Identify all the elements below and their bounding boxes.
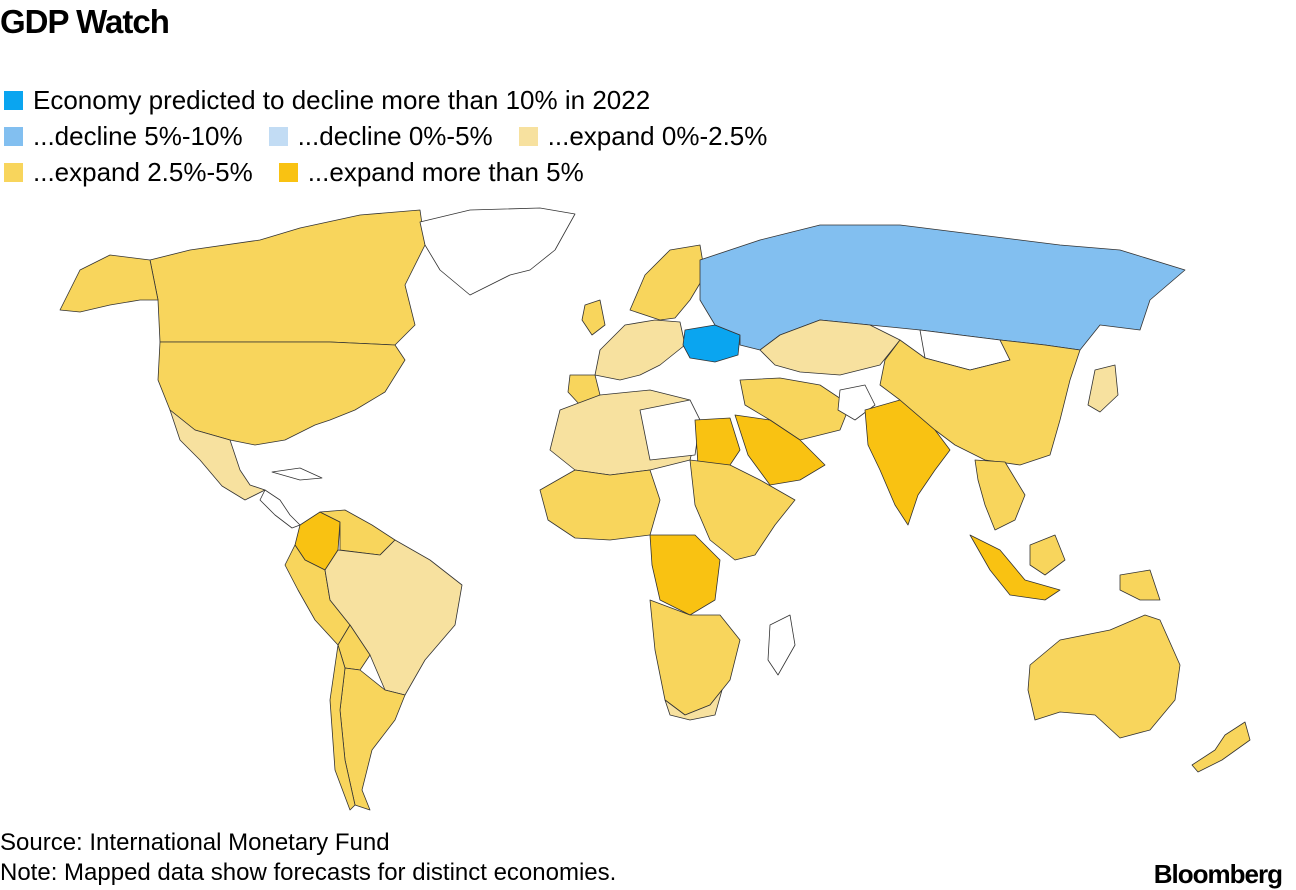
east-africa xyxy=(689,459,796,561)
alaska xyxy=(59,254,159,313)
indonesia xyxy=(969,534,1061,601)
chart-title: GDP Watch xyxy=(0,3,170,40)
legend: Economy predicted to decline more than 1… xyxy=(4,82,1004,190)
legend-swatch xyxy=(268,126,288,146)
new-zealand xyxy=(1191,721,1251,773)
cuba xyxy=(271,467,323,481)
legend-row-2: ...decline 5%-10% ...decline 0%-5% ...ex… xyxy=(4,118,1004,154)
southern-africa xyxy=(649,599,741,716)
legend-item-expand-2-5-5: ...expand 2.5%-5% xyxy=(4,157,253,187)
japan xyxy=(1087,364,1119,413)
canada xyxy=(149,209,426,346)
south-africa xyxy=(664,689,723,721)
legend-item-decline-5-10: ...decline 5%-10% xyxy=(4,121,243,151)
legend-label: ...decline 0%-5% xyxy=(297,121,493,151)
legend-item-decline-0-5: ...decline 0%-5% xyxy=(268,121,493,151)
australia xyxy=(1027,614,1181,739)
legend-swatch xyxy=(4,126,23,146)
legend-item-expand-over-5: ...expand more than 5% xyxy=(278,157,584,187)
legend-item-expand-0-2-5: ...expand 0%-2.5% xyxy=(518,121,768,151)
borneo xyxy=(1029,534,1066,576)
legend-swatch xyxy=(518,126,538,146)
greenland xyxy=(419,207,576,296)
source-note: Source: International Monetary Fund xyxy=(0,829,390,856)
madagascar xyxy=(767,614,796,676)
scandinavia xyxy=(629,244,706,321)
uk xyxy=(581,299,606,336)
central-america xyxy=(259,489,301,529)
western-europe xyxy=(594,319,686,381)
egypt xyxy=(694,417,741,466)
legend-label: ...expand 0%-2.5% xyxy=(547,121,768,151)
legend-row-1: Economy predicted to decline more than 1… xyxy=(4,82,1004,118)
middle-east xyxy=(739,377,851,441)
libya xyxy=(639,399,701,461)
bloomberg-logo: Bloomberg xyxy=(1153,859,1283,889)
china xyxy=(879,339,1081,466)
world-map xyxy=(59,207,1251,811)
legend-swatch xyxy=(4,162,23,182)
saudi-arabia xyxy=(734,414,826,486)
brazil xyxy=(324,539,463,696)
legend-row-3: ...expand 2.5%-5% ...expand more than 5% xyxy=(4,154,1004,190)
legend-label: ...expand 2.5%-5% xyxy=(33,157,253,187)
legend-item-decline-over-10: Economy predicted to decline more than 1… xyxy=(4,85,650,115)
central-africa xyxy=(649,534,721,616)
chile xyxy=(329,644,356,811)
legend-label: ...expand more than 5% xyxy=(307,157,584,187)
legend-label: ...decline 5%-10% xyxy=(33,121,243,151)
new-guinea xyxy=(1119,569,1161,601)
legend-swatch xyxy=(278,162,298,182)
legend-swatch xyxy=(4,90,23,110)
footnote: Note: Mapped data show forecasts for dis… xyxy=(0,859,617,886)
legend-label: Economy predicted to decline more than 1… xyxy=(33,85,651,115)
southeast-asia xyxy=(974,459,1026,531)
west-africa xyxy=(539,469,661,541)
russia xyxy=(699,224,1186,351)
kazakhstan-region xyxy=(759,319,901,376)
